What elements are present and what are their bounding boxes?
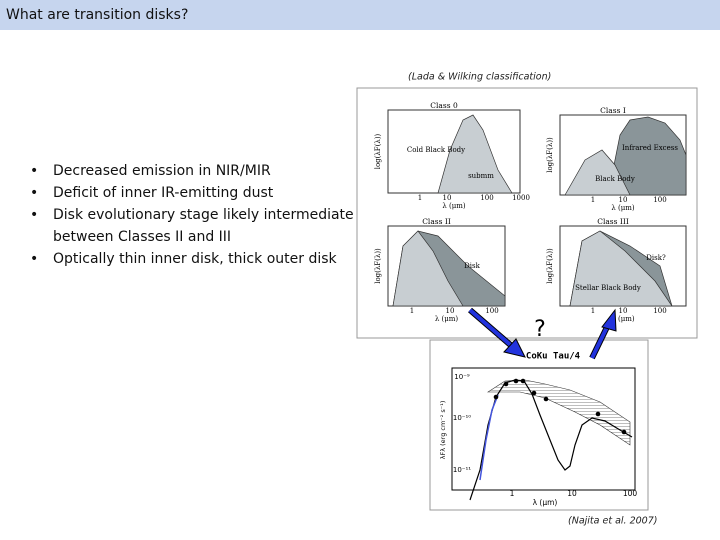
y-tick-label: 10⁻⁹ xyxy=(454,373,470,381)
x-tick-label: 1000 xyxy=(512,194,530,202)
data-point xyxy=(503,381,509,387)
x-tick-label: 1 xyxy=(410,307,414,315)
x-tick-label: 100 xyxy=(480,194,493,202)
x-tick-label: 1 xyxy=(591,307,595,315)
x-tick-label: 1 xyxy=(418,194,422,202)
sed-shape xyxy=(388,114,513,194)
data-point xyxy=(520,378,526,384)
y-axis-label: log(λF(λ)) xyxy=(546,137,554,173)
data-point xyxy=(531,390,537,396)
y-axis-label: λFλ (erg cm⁻² s⁻¹) xyxy=(439,401,447,460)
panel-annotation: Cold Black Body xyxy=(407,146,465,154)
panel-annotation: Infrared Excess xyxy=(622,144,678,152)
arrow-left xyxy=(468,307,526,358)
bullet-list: Decreased emission in NIR/MIRDeficit of … xyxy=(30,160,370,270)
x-axis-label: λ (μm) xyxy=(611,204,635,212)
sed-title: CoKu Tau/4 xyxy=(526,352,581,362)
x-axis-label: λ (μm) xyxy=(611,315,635,323)
x-tick-label: 10 xyxy=(619,196,628,204)
caption: (Lada & Wilking classification) xyxy=(408,72,551,83)
y-tick-label: 10⁻¹⁰ xyxy=(453,414,471,422)
y-axis-label: log(λF(λ)) xyxy=(374,133,382,169)
data-point xyxy=(543,396,549,402)
x-tick-label: 10 xyxy=(446,307,455,315)
panel-annotation: Disk xyxy=(464,262,480,270)
spectrum xyxy=(479,394,499,481)
x-tick-label: 100 xyxy=(623,489,638,498)
x-axis-label: λ (μm) xyxy=(435,315,459,323)
panel-annotation: Black Body xyxy=(595,175,635,183)
x-tick-label: 10 xyxy=(567,489,577,498)
data-point xyxy=(621,429,627,435)
sed-plot: 10⁻⁹ 10⁻¹⁰ 10⁻¹¹ 1 10 100 λ (μm) λFλ (er… xyxy=(439,367,638,507)
arrow-right xyxy=(589,308,617,360)
data-point xyxy=(513,378,519,384)
question-mark: ? xyxy=(534,317,546,342)
y-tick-label: 10⁻¹¹ xyxy=(453,466,471,474)
panel-label: Class I xyxy=(600,106,626,115)
sed-shape xyxy=(607,116,687,196)
x-tick-label: 10 xyxy=(619,307,628,315)
x-tick-label: 100 xyxy=(653,307,666,315)
bullet-item: Disk evolutionary stage likely intermedi… xyxy=(30,204,370,248)
data-point xyxy=(493,394,499,400)
bullet-item: Optically thin inner disk, thick outer d… xyxy=(30,248,370,270)
photometry-points xyxy=(493,378,627,435)
slide-title: What are transition disks? xyxy=(6,7,188,23)
x-axis-label: λ (μm) xyxy=(533,498,558,507)
x-tick-label: 100 xyxy=(485,307,498,315)
bullet-item: Deficit of inner IR-emitting dust xyxy=(30,182,370,204)
citation: (Najita et al. 2007) xyxy=(568,516,657,527)
x-tick-label: 1 xyxy=(591,196,595,204)
y-axis-label: log(λF(λ)) xyxy=(546,248,554,284)
x-axis-label: λ (μm) xyxy=(442,202,466,210)
sed-shape xyxy=(564,149,631,196)
y-axis-label: log(λF(λ)) xyxy=(374,248,382,284)
x-tick-label: 100 xyxy=(653,196,666,204)
class-panels: Class 0 Cold Black Body submm 1 10 100 1000 λ (… xyxy=(374,101,687,323)
sed-shape xyxy=(392,230,464,307)
panel-label: Class 0 xyxy=(430,101,458,110)
panel-annotation: Disk? xyxy=(646,254,666,262)
x-tick-label: 10 xyxy=(443,194,452,202)
bullet-item: Decreased emission in NIR/MIR xyxy=(30,160,370,182)
title-bar xyxy=(0,0,720,30)
data-point xyxy=(595,411,601,417)
sed-shape xyxy=(569,230,673,307)
panel-annotation: Stellar Black Body xyxy=(575,284,641,292)
panel-annotation: submm xyxy=(468,172,494,180)
panel-label: Class II xyxy=(422,217,451,226)
panel-label: Class III xyxy=(597,217,629,226)
x-tick-label: 1 xyxy=(510,489,515,498)
sed-axes xyxy=(451,367,636,491)
